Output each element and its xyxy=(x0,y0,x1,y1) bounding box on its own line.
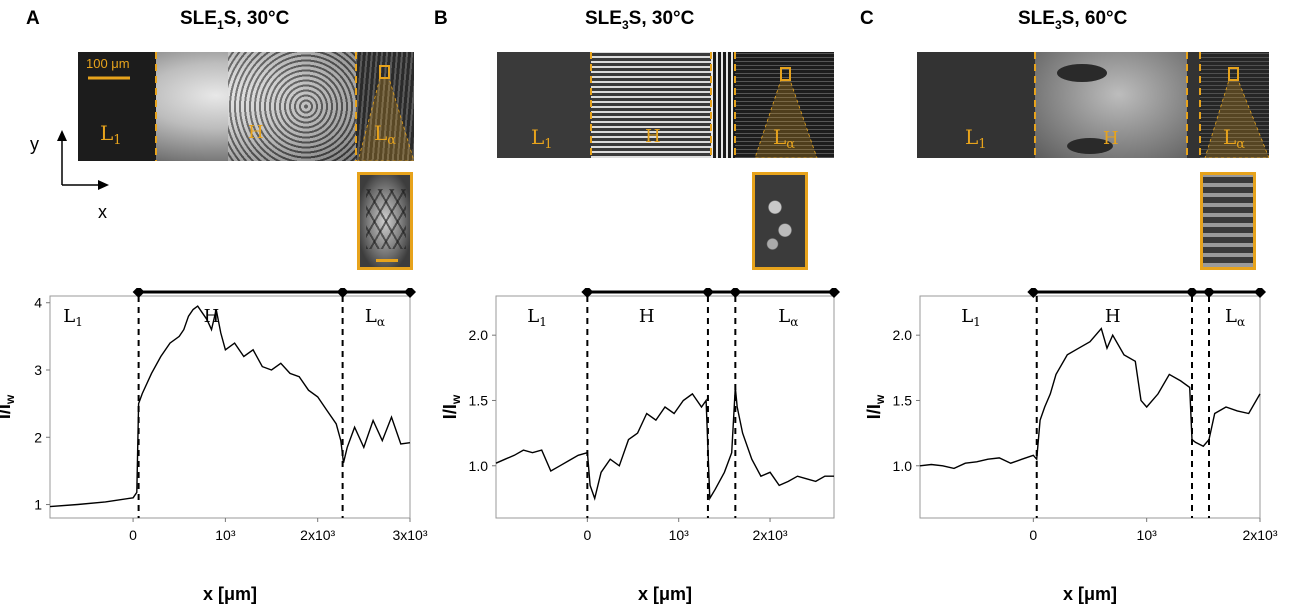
panel-c: C SLE3S, 60°C L1 H Lα xyxy=(860,0,1295,608)
x-axis-label: x [μm] xyxy=(1063,584,1117,604)
phase-label: H xyxy=(1105,306,1121,327)
x-axis-label: x [μm] xyxy=(638,584,692,604)
series-line xyxy=(495,387,834,501)
axis-cue-y: y xyxy=(30,134,39,154)
phase-bar-marker xyxy=(1254,288,1266,298)
x-axis-label: x [μm] xyxy=(203,584,257,604)
phase-label-l1: L1 xyxy=(531,125,553,152)
phase-bar-marker xyxy=(701,288,714,298)
zoom-inset xyxy=(357,172,413,270)
y-tick-label: 2.0 xyxy=(469,327,489,343)
y-axis-label: I/Iw xyxy=(0,394,17,419)
phase-label-l1: L1 xyxy=(965,125,987,152)
panel-a: A SLE1S, 30°C 100 μm L1 H Lα y x xyxy=(0,0,430,608)
axes-cue: y x xyxy=(30,130,109,220)
y-tick-label: 3 xyxy=(34,362,42,378)
y-tick-label: 1 xyxy=(34,497,42,513)
micrograph: 100 μm L1 H Lα xyxy=(78,52,414,161)
zoom-inset xyxy=(1200,172,1256,270)
y-tick-label: 4 xyxy=(34,295,42,311)
phase-label: Lα xyxy=(778,306,798,329)
axis-cue-x: x xyxy=(98,202,107,220)
y-tick-label: 2 xyxy=(34,429,42,445)
phase-label-la: Lα xyxy=(374,121,396,148)
y-axis-label: I/Iw xyxy=(440,394,463,419)
x-tick-label: 10³ xyxy=(215,527,236,543)
y-tick-label: 1.5 xyxy=(469,392,489,408)
phase-label: L1 xyxy=(527,306,547,329)
phase-label-la: Lα xyxy=(1223,125,1245,152)
x-tick-label: 0 xyxy=(583,527,591,543)
phase-bar-marker xyxy=(1203,288,1215,298)
panel-letter: C xyxy=(860,8,874,29)
phase-bar-marker xyxy=(132,288,145,298)
phase-bar-marker xyxy=(828,288,840,298)
x-tick-label: 2x10³ xyxy=(1242,527,1277,543)
plot-frame xyxy=(495,295,835,519)
x-tick-label: 2x10³ xyxy=(753,527,788,543)
phase-label: L1 xyxy=(961,306,981,329)
panel-title: SLE3S, 30°C xyxy=(585,8,695,32)
y-tick-label: 1.5 xyxy=(893,392,913,408)
x-tick-label: 0 xyxy=(129,527,137,543)
panel-title: SLE3S, 60°C xyxy=(1018,8,1128,32)
phase-label: Lα xyxy=(365,306,385,329)
x-tick-label: 10³ xyxy=(669,527,690,543)
phase-label: L1 xyxy=(63,306,83,329)
phase-label: H xyxy=(639,306,655,327)
micrograph: L1 H Lα xyxy=(917,52,1269,158)
panel-letter: B xyxy=(434,8,448,29)
micrograph-overlay: 100 μm L1 H Lα xyxy=(86,52,414,161)
plot-frame xyxy=(919,295,1261,519)
x-tick-label: 0 xyxy=(1029,527,1037,543)
phase-label-l1: L1 xyxy=(100,121,122,148)
micrograph-overlay: L1 H Lα xyxy=(965,52,1269,158)
panel-b: B SLE3S, 30°C L1 H Lα xyxy=(430,0,860,608)
zoom-inset xyxy=(752,172,808,270)
line-chart-c: 1.0 1.5 2.0 0 10³ 2x10³ L1 H Lα x [μm] I/Iw xyxy=(864,288,1278,604)
scale-bar-label: 100 μm xyxy=(86,56,130,71)
y-tick-label: 1.0 xyxy=(469,458,489,474)
micrograph: L1 H Lα xyxy=(497,52,834,158)
phase-label: Lα xyxy=(1225,306,1245,329)
phase-bar-marker xyxy=(1027,288,1040,298)
panel-title: SLE1S, 30°C xyxy=(180,8,290,32)
phase-label-h: H xyxy=(248,122,264,143)
x-tick-label: 3x10³ xyxy=(392,527,427,543)
x-tick-label: 10³ xyxy=(1137,527,1158,543)
phase-bar-marker xyxy=(581,288,594,298)
phase-bar-marker xyxy=(404,288,416,298)
micrograph-overlay: L1 H Lα xyxy=(531,52,818,158)
y-tick-label: 1.0 xyxy=(893,458,913,474)
x-tick-label: 2x10³ xyxy=(300,527,335,543)
phase-label-h: H xyxy=(645,126,661,147)
phase-bar-marker xyxy=(336,288,349,298)
y-tick-label: 2.0 xyxy=(893,327,913,343)
panel-letter: A xyxy=(26,8,40,29)
series-line xyxy=(49,305,411,508)
line-chart-b: 1.0 1.5 2.0 0 10³ 2x10³ L1 H Lα x [μm] I/Iw xyxy=(440,288,840,604)
phase-label-h: H xyxy=(1103,128,1119,149)
plot-frame xyxy=(49,295,411,519)
phase-label-la: Lα xyxy=(773,125,795,152)
phase-bar-marker xyxy=(1186,288,1198,298)
phase-bar-marker xyxy=(729,288,742,298)
series-line xyxy=(919,327,1261,470)
y-axis-label: I/Iw xyxy=(864,394,887,419)
